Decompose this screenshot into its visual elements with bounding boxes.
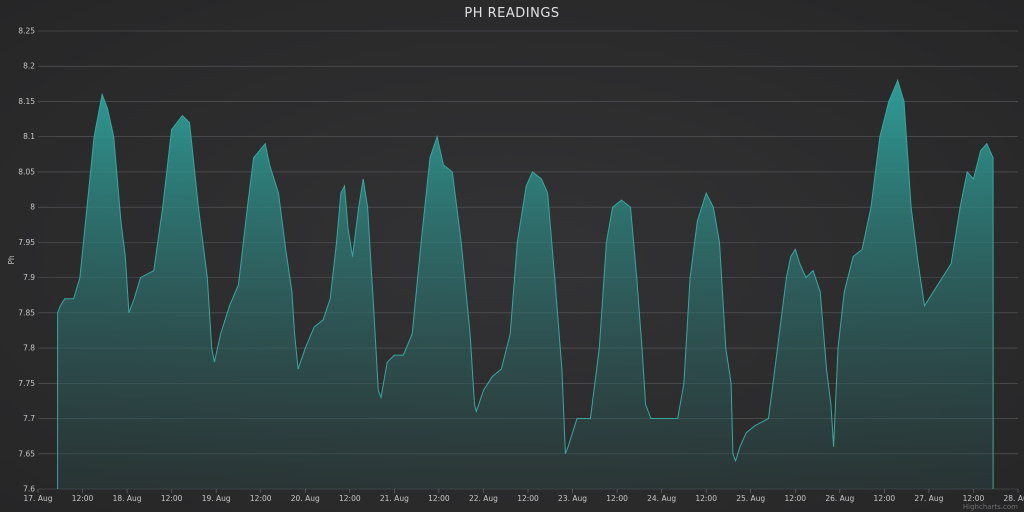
y-tick-label: 7.75 bbox=[18, 379, 35, 388]
y-tick-label: 7.95 bbox=[18, 238, 35, 247]
credit-text: Highcharts.com bbox=[963, 503, 1018, 511]
y-tick-label: 8.05 bbox=[18, 167, 35, 176]
y-tick-label: 7.7 bbox=[23, 414, 35, 423]
x-axis-ticks: 17. Aug 12:00 18. Aug 12:00 19. Aug 12:00 20. … bbox=[24, 489, 1024, 503]
y-tick-label: 7.8 bbox=[23, 344, 35, 353]
x-tick-label: 12:00 bbox=[606, 494, 628, 503]
x-tick-label: 27. Aug bbox=[914, 494, 943, 503]
x-tick-label: 12:00 bbox=[963, 494, 985, 503]
x-tick-label: 26. Aug bbox=[825, 494, 854, 503]
y-tick-label: 8 bbox=[30, 203, 35, 212]
series-area bbox=[57, 78, 994, 490]
x-tick-label: 22. Aug bbox=[469, 494, 498, 503]
y-tick-label: 7.9 bbox=[23, 273, 35, 282]
y-tick-label: 7.6 bbox=[23, 485, 35, 494]
y-tick-label: 7.65 bbox=[18, 449, 35, 458]
x-tick-label: 20. Aug bbox=[291, 494, 320, 503]
y-tick-label: 8.25 bbox=[18, 27, 35, 36]
y-tick-label: 7.85 bbox=[18, 308, 35, 317]
x-tick-label: 12:00 bbox=[695, 494, 717, 503]
x-tick-label: 18. Aug bbox=[113, 494, 142, 503]
x-tick-label: 12:00 bbox=[161, 494, 183, 503]
x-tick-label: 12:00 bbox=[517, 494, 539, 503]
x-tick-label: 12:00 bbox=[250, 494, 272, 503]
y-axis-ticks: 7.6 7.65 7.7 7.75 7.8 7.85 7.9 7.95 8 8.05 8.1 8.15… bbox=[18, 27, 35, 494]
x-tick-label: 12:00 bbox=[784, 494, 806, 503]
series-line bbox=[57, 78, 994, 489]
x-tick-label: 12:00 bbox=[874, 494, 896, 503]
series-area-fill bbox=[57, 80, 994, 490]
x-tick-label: 12:00 bbox=[72, 494, 94, 503]
y-axis-label: Ph bbox=[7, 255, 16, 265]
x-tick-label: 12:00 bbox=[339, 494, 361, 503]
x-tick-label: 12:00 bbox=[428, 494, 450, 503]
chart-title: PH READINGS bbox=[464, 6, 559, 21]
x-tick-label: 17. Aug bbox=[24, 494, 53, 503]
y-tick-label: 8.1 bbox=[23, 132, 35, 141]
x-tick-label: 28. Aug bbox=[1004, 494, 1024, 503]
x-tick-label: 21. Aug bbox=[380, 494, 409, 503]
x-tick-label: 23. Aug bbox=[558, 494, 587, 503]
x-tick-label: 24. Aug bbox=[647, 494, 676, 503]
x-tick-label: 25. Aug bbox=[736, 494, 765, 503]
y-tick-label: 8.15 bbox=[18, 97, 35, 106]
x-tick-label: 19. Aug bbox=[202, 494, 231, 503]
y-tick-label: 8.2 bbox=[23, 62, 35, 71]
